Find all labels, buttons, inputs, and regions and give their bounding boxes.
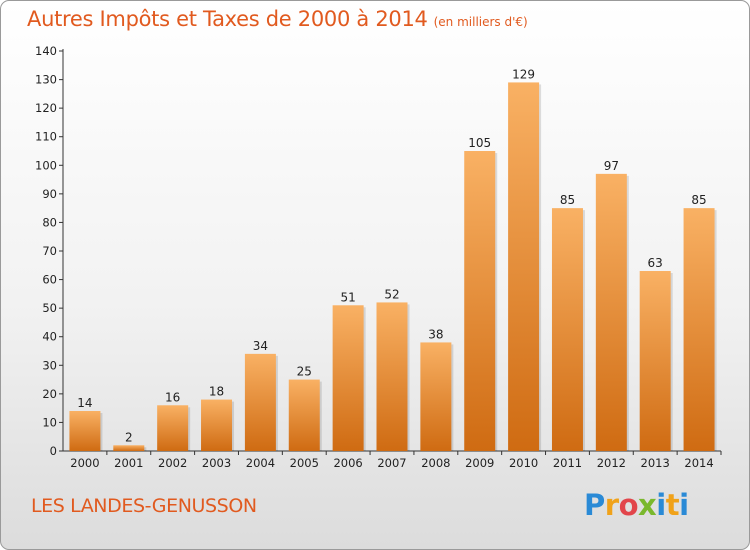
chart-title-unit: (en milliers d'€) (433, 15, 528, 29)
data-label: 14 (77, 396, 92, 410)
data-label: 34 (253, 339, 268, 353)
y-tick-label: 60 (42, 273, 57, 287)
bar (288, 379, 320, 451)
x-tick-label: 2005 (290, 456, 319, 470)
x-tick-label: 2014 (684, 456, 713, 470)
x-tick-label: 2006 (333, 456, 362, 470)
y-tick-label: 30 (42, 358, 57, 372)
data-label: 52 (384, 287, 399, 301)
bar (551, 208, 583, 451)
y-tick-label: 90 (42, 187, 57, 201)
data-label: 51 (340, 290, 355, 304)
logo-letter: t (665, 488, 680, 522)
y-tick-label: 130 (35, 73, 57, 87)
bar (420, 342, 452, 451)
x-tick-label: 2002 (158, 456, 187, 470)
bar (69, 411, 101, 451)
y-tick-label: 140 (35, 44, 57, 58)
location-name: LES LANDES-GENUSSON (31, 495, 257, 517)
y-tick-label: 40 (42, 330, 57, 344)
x-tick-label: 2012 (597, 456, 626, 470)
x-tick-label: 2003 (202, 456, 231, 470)
data-label: 85 (691, 193, 706, 207)
x-tick-label: 2011 (553, 456, 582, 470)
x-tick-label: 2007 (377, 456, 406, 470)
data-label: 18 (209, 385, 224, 399)
bar (639, 271, 671, 451)
y-tick-label: 120 (35, 101, 57, 115)
x-tick-label: 2013 (641, 456, 670, 470)
y-tick-label: 10 (42, 415, 57, 429)
proxiti-logo: Proxiti (584, 488, 689, 522)
chart-title: Autres Impôts et Taxes de 2000 à 2014 (en… (27, 7, 528, 31)
bar (113, 445, 145, 451)
y-tick-label: 100 (35, 158, 57, 172)
x-tick-label: 2004 (246, 456, 275, 470)
bar (157, 405, 189, 451)
logo-letter: i (679, 488, 689, 522)
y-tick-label: 110 (35, 130, 57, 144)
data-label: 38 (428, 327, 443, 341)
x-tick-label: 2000 (70, 456, 99, 470)
data-label: 2 (125, 430, 133, 444)
x-tick-label: 2008 (421, 456, 450, 470)
logo-letter: o (618, 488, 639, 522)
y-tick-label: 50 (42, 301, 57, 315)
data-label: 129 (512, 67, 535, 81)
bar (376, 302, 408, 451)
data-label: 105 (468, 136, 491, 150)
chart-title-main: Autres Impôts et Taxes de 2000 à 2014 (27, 7, 428, 31)
x-tick-label: 2001 (114, 456, 143, 470)
y-tick-label: 70 (42, 244, 57, 258)
bar (201, 399, 233, 451)
x-tick-label: 2010 (509, 456, 538, 470)
data-label: 85 (560, 193, 575, 207)
logo-letter: i (656, 488, 666, 522)
bar (244, 353, 276, 451)
y-tick-label: 20 (42, 387, 57, 401)
bar (332, 305, 364, 451)
logo-letter: x (638, 488, 657, 522)
logo-letter: P (584, 488, 605, 522)
bar (595, 173, 627, 451)
y-tick-label: 80 (42, 215, 57, 229)
bar (683, 208, 715, 451)
logo-letter: r (604, 488, 619, 522)
bar (508, 82, 540, 451)
data-label: 97 (604, 159, 619, 173)
bar (464, 151, 496, 451)
data-label: 16 (165, 390, 180, 404)
data-label: 63 (648, 256, 663, 270)
y-tick-label: 0 (50, 444, 57, 458)
x-tick-label: 2009 (465, 456, 494, 470)
data-label: 25 (297, 365, 312, 379)
